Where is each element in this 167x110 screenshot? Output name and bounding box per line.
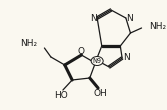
Text: NH₂: NH₂	[20, 38, 37, 48]
Text: N: N	[123, 52, 130, 61]
Text: HO: HO	[54, 91, 68, 100]
Ellipse shape	[91, 57, 103, 65]
Text: O: O	[77, 47, 84, 56]
Text: OH: OH	[93, 89, 107, 97]
Text: N: N	[126, 14, 133, 23]
Text: NH₂: NH₂	[149, 21, 166, 30]
Text: N: N	[90, 14, 97, 23]
Text: N9: N9	[93, 58, 102, 64]
